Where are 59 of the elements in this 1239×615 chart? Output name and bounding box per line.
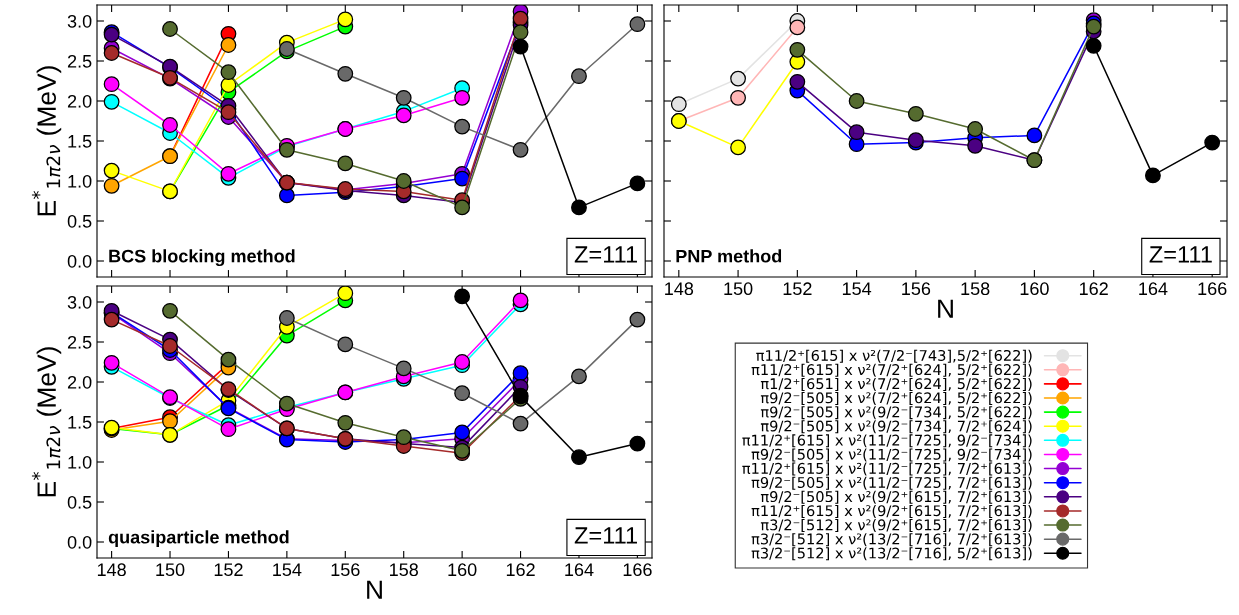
y-tick-label: 0.5 xyxy=(67,214,92,228)
annotation: Z=111 xyxy=(574,246,637,263)
y-tick-label: 0.5 xyxy=(67,495,92,509)
y-tick-label: 1.5 xyxy=(68,135,92,148)
legend-label: π9/2⁻[505] x ν²(11/2⁻[725], 9/2⁻[734]) xyxy=(751,448,1032,462)
x-tick-label: 158 xyxy=(961,282,990,296)
x-axis-title: N xyxy=(367,580,382,599)
y-tick-label: 1.5 xyxy=(68,416,92,429)
x-tick-label: 148 xyxy=(665,282,694,296)
y-tick-label: 0.0 xyxy=(67,535,92,549)
legend-label: π9/2⁻[505] x ν²(7/2⁺[624], 5/2⁺[622]) xyxy=(760,392,1032,406)
legend-label: π3/2⁻[512] x ν²(9/2⁺[615], 7/2⁺[613]) xyxy=(760,519,1032,533)
x-tick-label: 162 xyxy=(506,563,535,577)
legend-label: π3/2⁻[512] x ν²(13/2⁻[716], 5/2⁺[613]) xyxy=(751,547,1032,561)
x-tick-label: 164 xyxy=(1139,282,1168,296)
legend-label: π9/2⁻[505] x ν²(9/2⁺[615], 7/2⁺[613]) xyxy=(760,490,1032,504)
y-tick-label: 0.0 xyxy=(67,254,92,268)
x-tick-label: 160 xyxy=(1020,282,1049,296)
x-tick-label: 154 xyxy=(273,563,302,577)
y-axis-title: E$^{*}$$_{1π2ν}$ (MeV) xyxy=(31,347,62,497)
x-tick-label: 148 xyxy=(97,563,126,577)
y-tick-label: 2.0 xyxy=(67,94,92,108)
x-tick-label: 154 xyxy=(842,282,872,296)
legend-label: π11/2⁺[615] x ν²(11/2⁻[725], 7/2⁺[613]) xyxy=(742,462,1032,476)
x-tick-label: 166 xyxy=(1198,282,1227,296)
legend-label: π9/2⁻[505] x ν²(11/2⁻[725], 7/2⁺[613]) xyxy=(751,476,1032,490)
legend-label: π3/2⁻[512] x ν²(13/2⁻[716], 7/2⁺[613]) xyxy=(751,533,1032,547)
legend-label: π9/2⁻[505] x ν²(9/2⁻[734], 5/2⁺[622]) xyxy=(760,406,1032,420)
y-tick-label: 3.0 xyxy=(67,295,92,309)
x-tick-label: 152 xyxy=(783,282,812,296)
legend-label: π9/2⁻[505] x ν²(9/2⁻[734], 7/2⁺[624]) xyxy=(760,420,1032,434)
legend-label: π11/2⁺[615] x ν²(7/2⁺[624], 5/2⁺[622]) xyxy=(751,363,1032,377)
annotation: PNP method xyxy=(676,249,782,263)
x-tick-label: 162 xyxy=(1079,282,1108,296)
x-tick-label: 156 xyxy=(902,282,931,296)
annotation: Z=111 xyxy=(1149,246,1212,263)
y-tick-label: 1.0 xyxy=(68,455,92,469)
legend-label: π11/2⁺[615] x ν²(11/2⁻[725], 9/2⁻[734]) xyxy=(742,434,1032,448)
x-tick-label: 164 xyxy=(565,563,594,577)
x-tick-label: 150 xyxy=(724,282,753,296)
x-tick-label: 152 xyxy=(214,563,243,577)
x-axis-title: N xyxy=(938,299,953,318)
x-tick-label: 150 xyxy=(156,563,185,577)
y-tick-label: 2.5 xyxy=(67,335,92,349)
annotation: BCS blocking method xyxy=(109,249,295,267)
y-tick-label: 2.0 xyxy=(67,375,92,389)
x-tick-label: 158 xyxy=(390,563,418,577)
legend-label: π1/2⁺[651] x ν²(7/2⁺[624], 5/2⁺[622]) xyxy=(760,377,1032,391)
annotation: Z=111 xyxy=(574,527,637,544)
x-tick-label: 156 xyxy=(331,563,360,577)
y-tick-label: 1.0 xyxy=(68,174,92,188)
annotation: quasiparticle method xyxy=(108,530,289,548)
y-tick-label: 3.0 xyxy=(67,14,92,28)
legend-label: π11/2⁺[615] x ν²(9/2⁺[615], 7/2⁺[613]) xyxy=(751,504,1032,518)
x-tick-label: 166 xyxy=(623,563,652,577)
y-axis-title: E$^{*}$$_{1π2ν}$ (MeV) xyxy=(31,66,62,216)
x-tick-label: 160 xyxy=(448,563,477,577)
legend-label: π11/2⁺[615] x ν²(7/2⁻[743],5/2⁺[622]) xyxy=(756,349,1032,363)
y-tick-label: 2.5 xyxy=(67,54,92,68)
